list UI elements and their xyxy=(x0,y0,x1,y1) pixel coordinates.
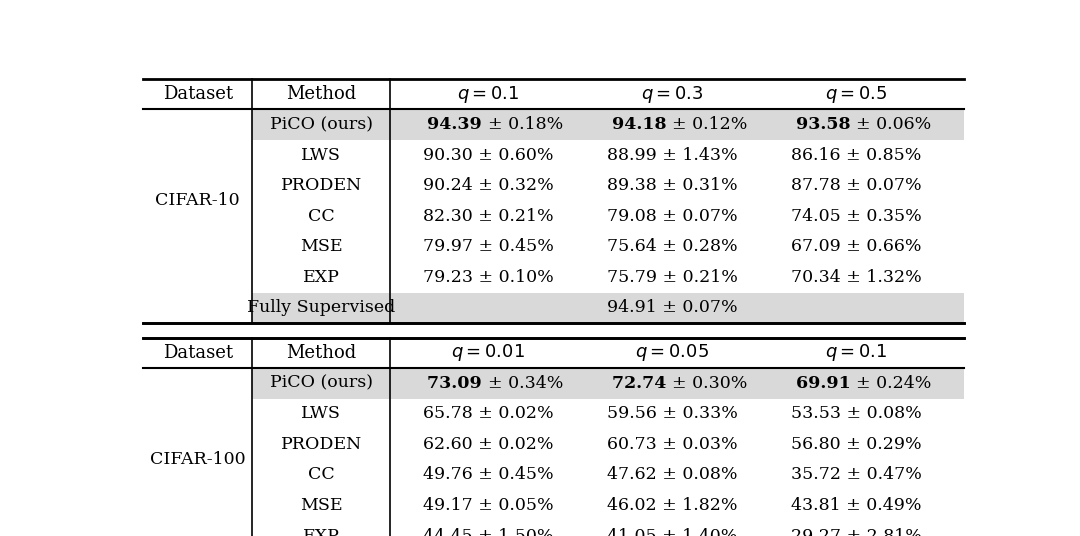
Text: 67.09 ± 0.66%: 67.09 ± 0.66% xyxy=(792,238,921,255)
Text: Method: Method xyxy=(286,85,356,103)
Text: 73.09: 73.09 xyxy=(428,375,488,392)
Text: $q = 0.1$: $q = 0.1$ xyxy=(457,84,519,105)
Text: 87.78 ± 0.07%: 87.78 ± 0.07% xyxy=(792,177,922,194)
Text: 79.08 ± 0.07%: 79.08 ± 0.07% xyxy=(607,208,738,225)
Text: PiCO (ours): PiCO (ours) xyxy=(270,116,373,133)
Text: 47.62 ± 0.08%: 47.62 ± 0.08% xyxy=(607,466,738,483)
Text: 59.56 ± 0.33%: 59.56 ± 0.33% xyxy=(607,405,738,422)
Text: 60.73 ± 0.03%: 60.73 ± 0.03% xyxy=(607,436,738,453)
Bar xyxy=(253,368,963,399)
Text: CIFAR-100: CIFAR-100 xyxy=(150,451,245,468)
Text: ± 0.06%: ± 0.06% xyxy=(856,116,932,133)
Text: 90.24 ± 0.32%: 90.24 ± 0.32% xyxy=(423,177,554,194)
Text: 79.23 ± 0.10%: 79.23 ± 0.10% xyxy=(423,269,554,286)
Text: CC: CC xyxy=(308,208,335,225)
Text: PRODEN: PRODEN xyxy=(281,436,362,453)
Text: 89.38 ± 0.31%: 89.38 ± 0.31% xyxy=(607,177,738,194)
Text: 69.91: 69.91 xyxy=(796,375,856,392)
Text: 46.02 ± 1.82%: 46.02 ± 1.82% xyxy=(607,497,738,514)
Text: MSE: MSE xyxy=(300,238,342,255)
Text: 43.81 ± 0.49%: 43.81 ± 0.49% xyxy=(792,497,921,514)
Bar xyxy=(253,293,963,323)
Text: 49.17 ± 0.05%: 49.17 ± 0.05% xyxy=(423,497,554,514)
Text: Dataset: Dataset xyxy=(163,85,233,103)
Text: LWS: LWS xyxy=(301,405,341,422)
Text: Dataset: Dataset xyxy=(163,344,233,362)
Text: $q = 0.01$: $q = 0.01$ xyxy=(451,343,525,363)
Text: 70.34 ± 1.32%: 70.34 ± 1.32% xyxy=(792,269,922,286)
Text: $q = 0.3$: $q = 0.3$ xyxy=(642,84,704,105)
Text: ± 0.30%: ± 0.30% xyxy=(673,375,747,392)
Text: ± 0.12%: ± 0.12% xyxy=(673,116,747,133)
Text: 35.72 ± 0.47%: 35.72 ± 0.47% xyxy=(791,466,922,483)
Text: 56.80 ± 0.29%: 56.80 ± 0.29% xyxy=(792,436,922,453)
Text: $q = 0.5$: $q = 0.5$ xyxy=(825,84,888,105)
Text: Method: Method xyxy=(286,344,356,362)
Text: 74.05 ± 0.35%: 74.05 ± 0.35% xyxy=(792,208,922,225)
Text: 86.16 ± 0.85%: 86.16 ± 0.85% xyxy=(792,147,921,163)
Text: ± 0.34%: ± 0.34% xyxy=(488,375,564,392)
Text: 94.91 ± 0.07%: 94.91 ± 0.07% xyxy=(607,299,738,316)
Text: 94.39: 94.39 xyxy=(428,116,488,133)
Text: CC: CC xyxy=(308,466,335,483)
Text: 65.78 ± 0.02%: 65.78 ± 0.02% xyxy=(423,405,554,422)
Text: MSE: MSE xyxy=(300,497,342,514)
Text: 75.79 ± 0.21%: 75.79 ± 0.21% xyxy=(607,269,738,286)
Text: 49.76 ± 0.45%: 49.76 ± 0.45% xyxy=(423,466,554,483)
Bar xyxy=(253,109,963,140)
Text: 53.53 ± 0.08%: 53.53 ± 0.08% xyxy=(792,405,922,422)
Text: 29.27 ± 2.81%: 29.27 ± 2.81% xyxy=(791,527,922,536)
Text: 94.18: 94.18 xyxy=(612,116,673,133)
Text: LWS: LWS xyxy=(301,147,341,163)
Text: $q = 0.05$: $q = 0.05$ xyxy=(635,343,710,363)
Text: PRODEN: PRODEN xyxy=(281,177,362,194)
Text: EXP: EXP xyxy=(302,527,340,536)
Text: 90.30 ± 0.60%: 90.30 ± 0.60% xyxy=(423,147,553,163)
Text: ± 0.18%: ± 0.18% xyxy=(488,116,564,133)
Text: 82.30 ± 0.21%: 82.30 ± 0.21% xyxy=(423,208,554,225)
Text: ± 0.24%: ± 0.24% xyxy=(856,375,932,392)
Text: EXP: EXP xyxy=(302,269,340,286)
Text: Fully Supervised: Fully Supervised xyxy=(247,299,395,316)
Text: 62.60 ± 0.02%: 62.60 ± 0.02% xyxy=(423,436,553,453)
Text: 88.99 ± 1.43%: 88.99 ± 1.43% xyxy=(607,147,738,163)
Text: 79.97 ± 0.45%: 79.97 ± 0.45% xyxy=(422,238,554,255)
Text: $q = 0.1$: $q = 0.1$ xyxy=(825,343,888,363)
Text: CIFAR-10: CIFAR-10 xyxy=(156,192,240,210)
Text: 41.05 ± 1.40%: 41.05 ± 1.40% xyxy=(607,527,738,536)
Text: 75.64 ± 0.28%: 75.64 ± 0.28% xyxy=(607,238,738,255)
Text: 93.58: 93.58 xyxy=(796,116,856,133)
Text: 44.45 ± 1.50%: 44.45 ± 1.50% xyxy=(423,527,553,536)
Text: 72.74: 72.74 xyxy=(612,375,673,392)
Text: PiCO (ours): PiCO (ours) xyxy=(270,375,373,392)
